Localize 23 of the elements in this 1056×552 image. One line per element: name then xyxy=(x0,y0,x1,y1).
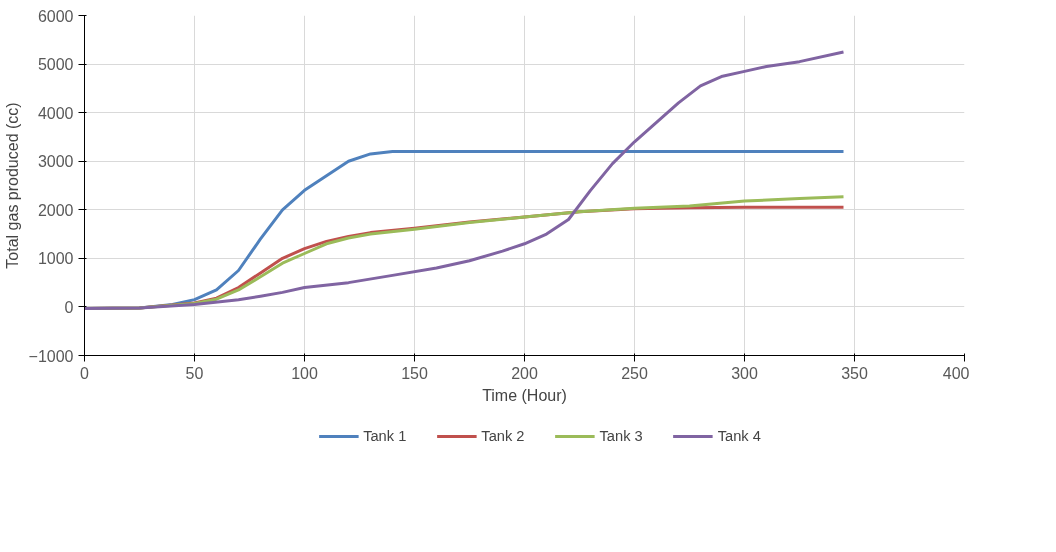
x-tick-label: 350 xyxy=(841,364,868,382)
y-tick-label: 1000 xyxy=(37,250,74,268)
y-tick-label: −1000 xyxy=(28,347,74,365)
legend-label: Tank 4 xyxy=(717,428,761,444)
x-tick-label: 400 xyxy=(942,364,970,382)
x-tick-label: 250 xyxy=(621,364,648,382)
y-axis-title: Total gas produced (cc) xyxy=(3,102,21,269)
y-tick-label: 6000 xyxy=(37,7,74,25)
legend-label: Tank 3 xyxy=(599,428,643,444)
legend-label: Tank 1 xyxy=(363,428,407,444)
x-tick-label: 300 xyxy=(731,364,758,382)
y-tick-label: 5000 xyxy=(37,56,74,74)
y-tick-label: 3000 xyxy=(37,153,74,171)
legend-label: Tank 2 xyxy=(481,428,525,444)
x-tick-label: 200 xyxy=(511,364,538,382)
y-tick-label: 4000 xyxy=(37,104,74,122)
x-axis-title: Time (Hour) xyxy=(482,386,567,404)
x-tick-label: 0 xyxy=(80,364,90,382)
x-tick-label: 50 xyxy=(185,364,204,382)
x-tick-label: 150 xyxy=(401,364,428,382)
y-tick-label: 0 xyxy=(64,298,74,316)
y-tick-label: 2000 xyxy=(37,201,74,219)
x-tick-label: 100 xyxy=(291,364,318,382)
